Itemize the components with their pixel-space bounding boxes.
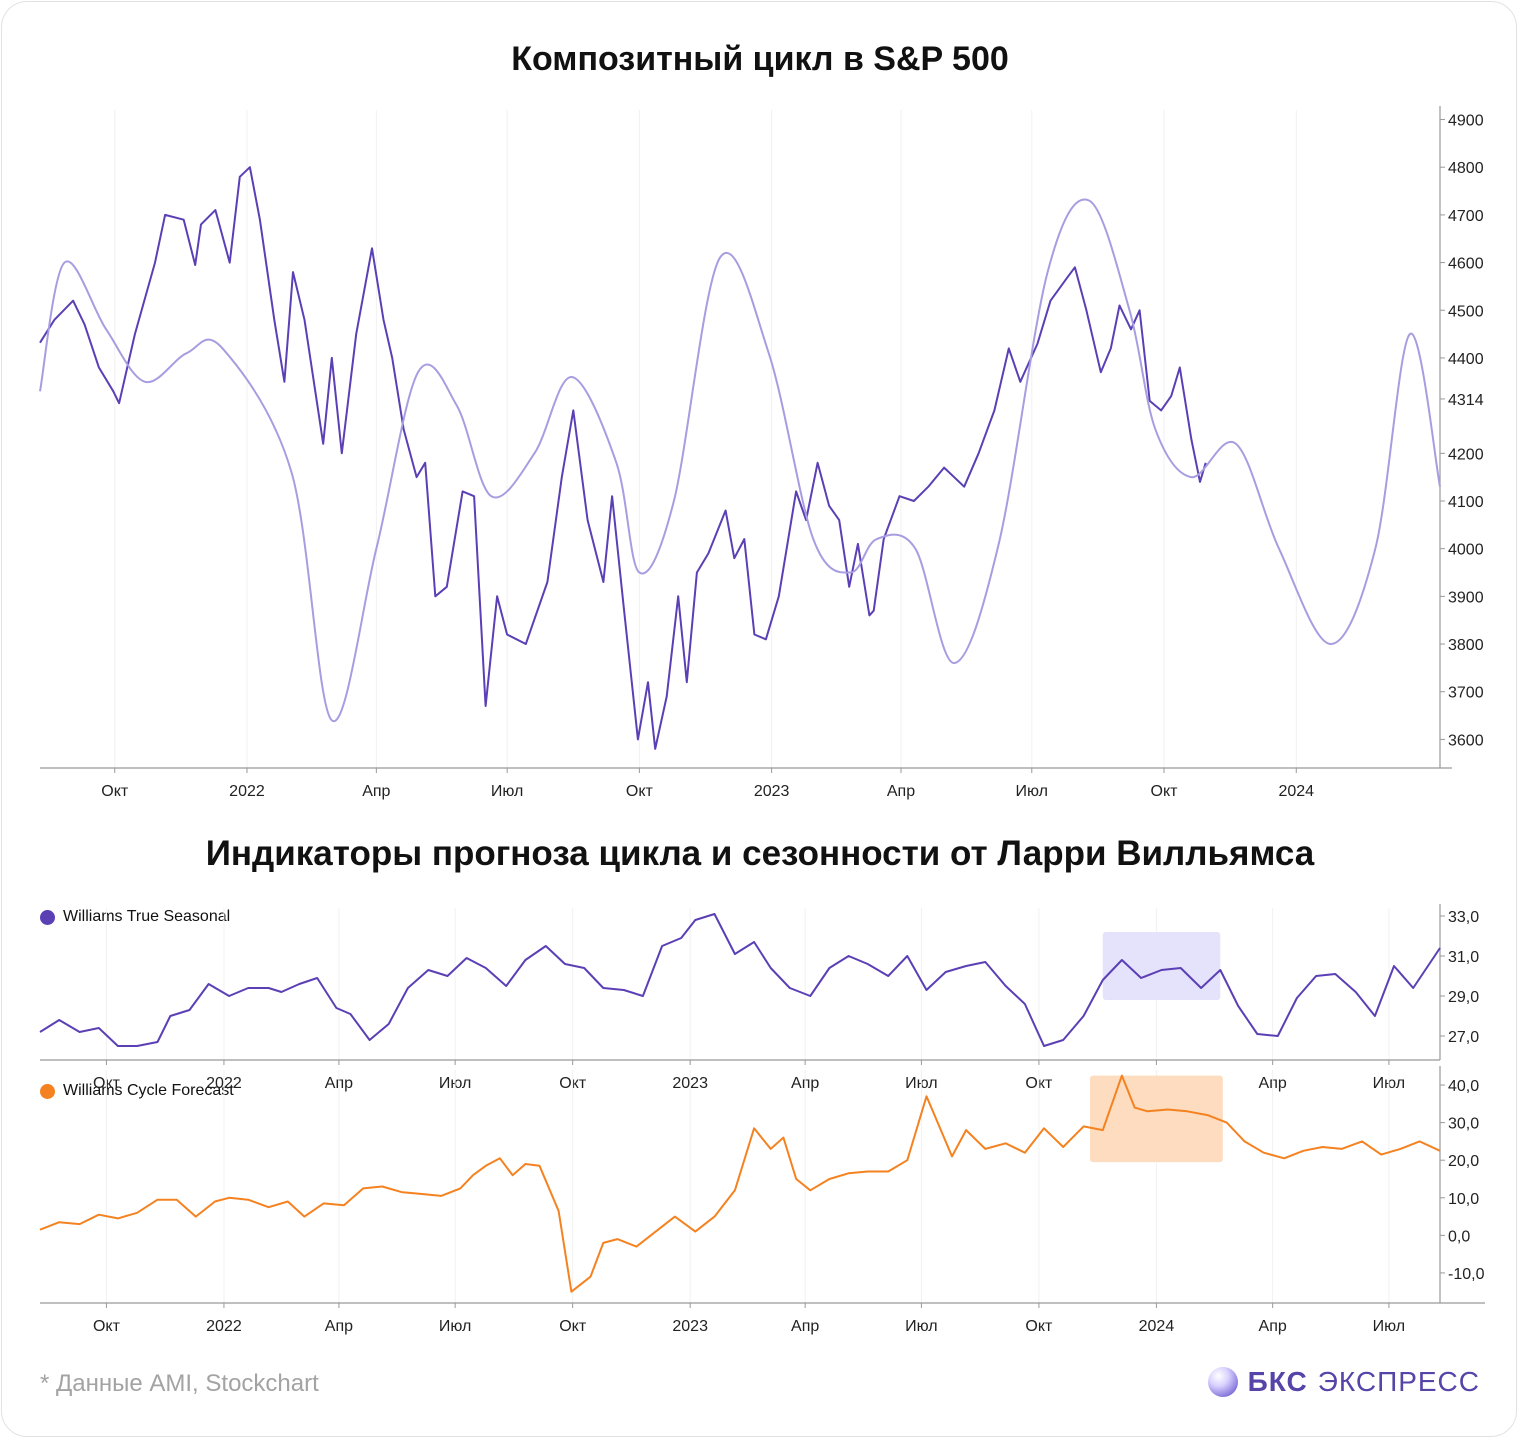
- sp500-chart-y-tick-label: 4100: [1448, 494, 1484, 511]
- sp500-chart-y-tick-label: 4400: [1448, 351, 1484, 368]
- sp500-chart-y-tick-label: 3800: [1448, 637, 1484, 654]
- brand-logo: БКС ЭКСПРЕСС: [1207, 1366, 1480, 1398]
- sp500-chart-y-tick-label: 4500: [1448, 303, 1484, 320]
- forecast-chart-y-tick-label: 40,0: [1448, 1078, 1479, 1095]
- sp500-chart-x-tick-label: 2023: [754, 783, 790, 800]
- seasonal-chart-series-williams-true-seasonal-line: [39, 913, 1441, 1047]
- sp500-chart-x-tick-label: Июл: [1016, 783, 1048, 800]
- forecast-chart-x-tick-label: Окт: [559, 1318, 587, 1335]
- forecast-chart-x-tick-label: 2022: [206, 1318, 242, 1335]
- sp500-chart-y-tick-label: 4700: [1448, 208, 1484, 225]
- forecast-chart-x-tick-label: Апр: [791, 1318, 819, 1335]
- sp500-chart-x-tick-label: Окт: [626, 783, 654, 800]
- seasonal-chart-y-tick-label: 27,0: [1448, 1029, 1479, 1046]
- sp500-chart-y-tick-label: 4600: [1448, 256, 1484, 273]
- sp500-chart-y-tick-label: 4314: [1448, 392, 1484, 409]
- forecast-chart-y-tick-label: 30,0: [1448, 1116, 1479, 1133]
- forecast-chart-x-tick-label: Апр: [325, 1318, 353, 1335]
- sp500-chart-x-tick-label: Апр: [887, 783, 915, 800]
- sp500-chart-y-tick-label: 4200: [1448, 446, 1484, 463]
- forecast-chart-series-williams-cycle-forecast-line: [39, 1074, 1441, 1293]
- seasonal-chart-y-tick-label: 33,0: [1448, 909, 1479, 926]
- forecast-chart-x-tick-label: 2024: [1139, 1318, 1175, 1335]
- forecast-chart-x-tick-label: Окт: [1025, 1318, 1053, 1335]
- sp500-chart-y-tick-label: 3600: [1448, 732, 1484, 749]
- legend-seasonal: Williams True Seasonal: [40, 908, 230, 926]
- legend-forecast: Williams Cycle Forecast: [40, 1082, 234, 1100]
- footnote: * Данные AMI, Stockchart: [40, 1370, 319, 1397]
- seasonal-chart-y-tick-label: 29,0: [1448, 989, 1479, 1006]
- forecast-chart-y-tick-label: 0,0: [1448, 1228, 1470, 1245]
- chart-title-sp500: Композитный цикл в S&P 500: [511, 40, 1009, 78]
- sp500-chart-x-tick-label: Окт: [1151, 783, 1179, 800]
- forecast-chart-x-tick-label: Окт: [93, 1318, 121, 1335]
- sp500-chart-x-tick-label: Апр: [362, 783, 390, 800]
- forecast-chart-y-tick-label: 20,0: [1448, 1153, 1479, 1170]
- forecast-chart-x-tick-label: Июл: [439, 1318, 471, 1335]
- sp500-chart-x-tick-label: 2024: [1278, 783, 1314, 800]
- seasonal-chart-highlight-box: [1102, 932, 1221, 1000]
- forecast-chart-x-tick-label: Июл: [1373, 1318, 1405, 1335]
- forecast-chart-x-tick-label: Июл: [905, 1318, 937, 1335]
- brand-sphere-icon: [1207, 1367, 1238, 1397]
- forecast-chart-y-tick-label: 10,0: [1448, 1191, 1479, 1208]
- chart-title-williams: Индикаторы прогноза цикла и сезонности о…: [205, 834, 1315, 873]
- sp500-chart-y-tick-label: 4000: [1448, 542, 1484, 559]
- sp500-chart-series-composite-cycle-line: [39, 198, 1441, 723]
- forecast-chart-x-tick-label: 2023: [672, 1318, 708, 1335]
- legend-seasonal-dot: [40, 909, 55, 925]
- forecast-chart-y-tick-label: -10,0: [1448, 1266, 1485, 1283]
- sp500-chart-y-tick-label: 3700: [1448, 685, 1484, 702]
- forecast-chart-x-tick-label: Апр: [1259, 1318, 1287, 1335]
- brand-name-bold: БКС: [1247, 1366, 1308, 1397]
- sp500-chart-series-sp500-price-line: [39, 166, 1207, 750]
- forecast-chart-highlight-box: [1090, 1075, 1223, 1163]
- sp500-chart-y-tick-label: 4900: [1448, 113, 1484, 130]
- legend-seasonal-label: Williams True Seasonal: [63, 908, 231, 925]
- sp500-chart-y-tick-label: 4800: [1448, 160, 1484, 177]
- sp500-chart-x-tick-label: Июл: [491, 783, 523, 800]
- legend-forecast-label: Williams Cycle Forecast: [63, 1082, 234, 1099]
- sp500-chart-x-tick-label: Окт: [101, 783, 129, 800]
- brand-name-light: ЭКСПРЕСС: [1317, 1366, 1480, 1397]
- sp500-chart-x-tick-label: 2022: [229, 783, 265, 800]
- sp500-chart-y-tick-label: 3900: [1448, 589, 1484, 606]
- seasonal-chart-y-tick-label: 31,0: [1448, 949, 1479, 966]
- legend-forecast-dot: [40, 1083, 55, 1099]
